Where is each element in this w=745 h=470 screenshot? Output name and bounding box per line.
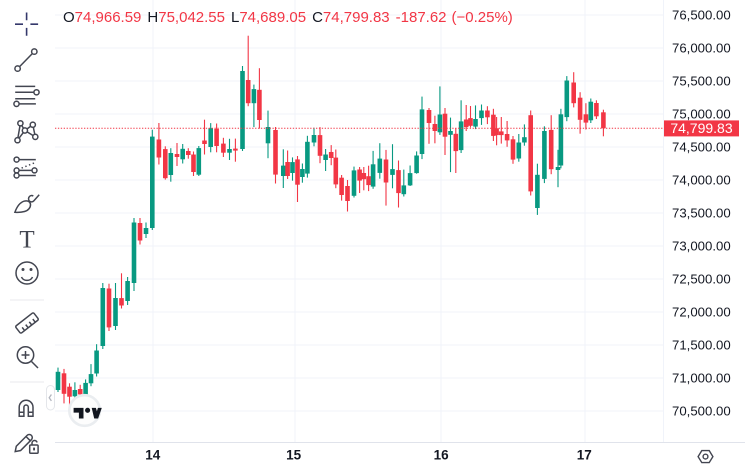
svg-text:75,500.00: 75,500.00: [672, 74, 731, 89]
svg-text:71,000.00: 71,000.00: [672, 371, 731, 386]
svg-text:71,500.00: 71,500.00: [672, 338, 731, 353]
svg-text:74,799.83: 74,799.83: [670, 120, 732, 136]
svg-text:76,500.00: 76,500.00: [672, 8, 731, 23]
svg-text:14: 14: [145, 448, 161, 463]
svg-text:74,500.00: 74,500.00: [672, 140, 731, 155]
svg-text:70,500.00: 70,500.00: [672, 404, 731, 419]
svg-text:74,000.00: 74,000.00: [672, 173, 731, 188]
svg-text:76,000.00: 76,000.00: [672, 41, 731, 56]
svg-text:17: 17: [577, 448, 592, 463]
svg-text:16: 16: [434, 448, 450, 463]
svg-text:73,000.00: 73,000.00: [672, 239, 731, 254]
svg-text:75,000.00: 75,000.00: [672, 107, 731, 122]
svg-text:72,000.00: 72,000.00: [672, 305, 731, 320]
svg-text:73,500.00: 73,500.00: [672, 206, 731, 221]
svg-text:15: 15: [286, 448, 302, 463]
svg-text:72,500.00: 72,500.00: [672, 272, 731, 287]
svg-text:T: T: [19, 227, 34, 254]
